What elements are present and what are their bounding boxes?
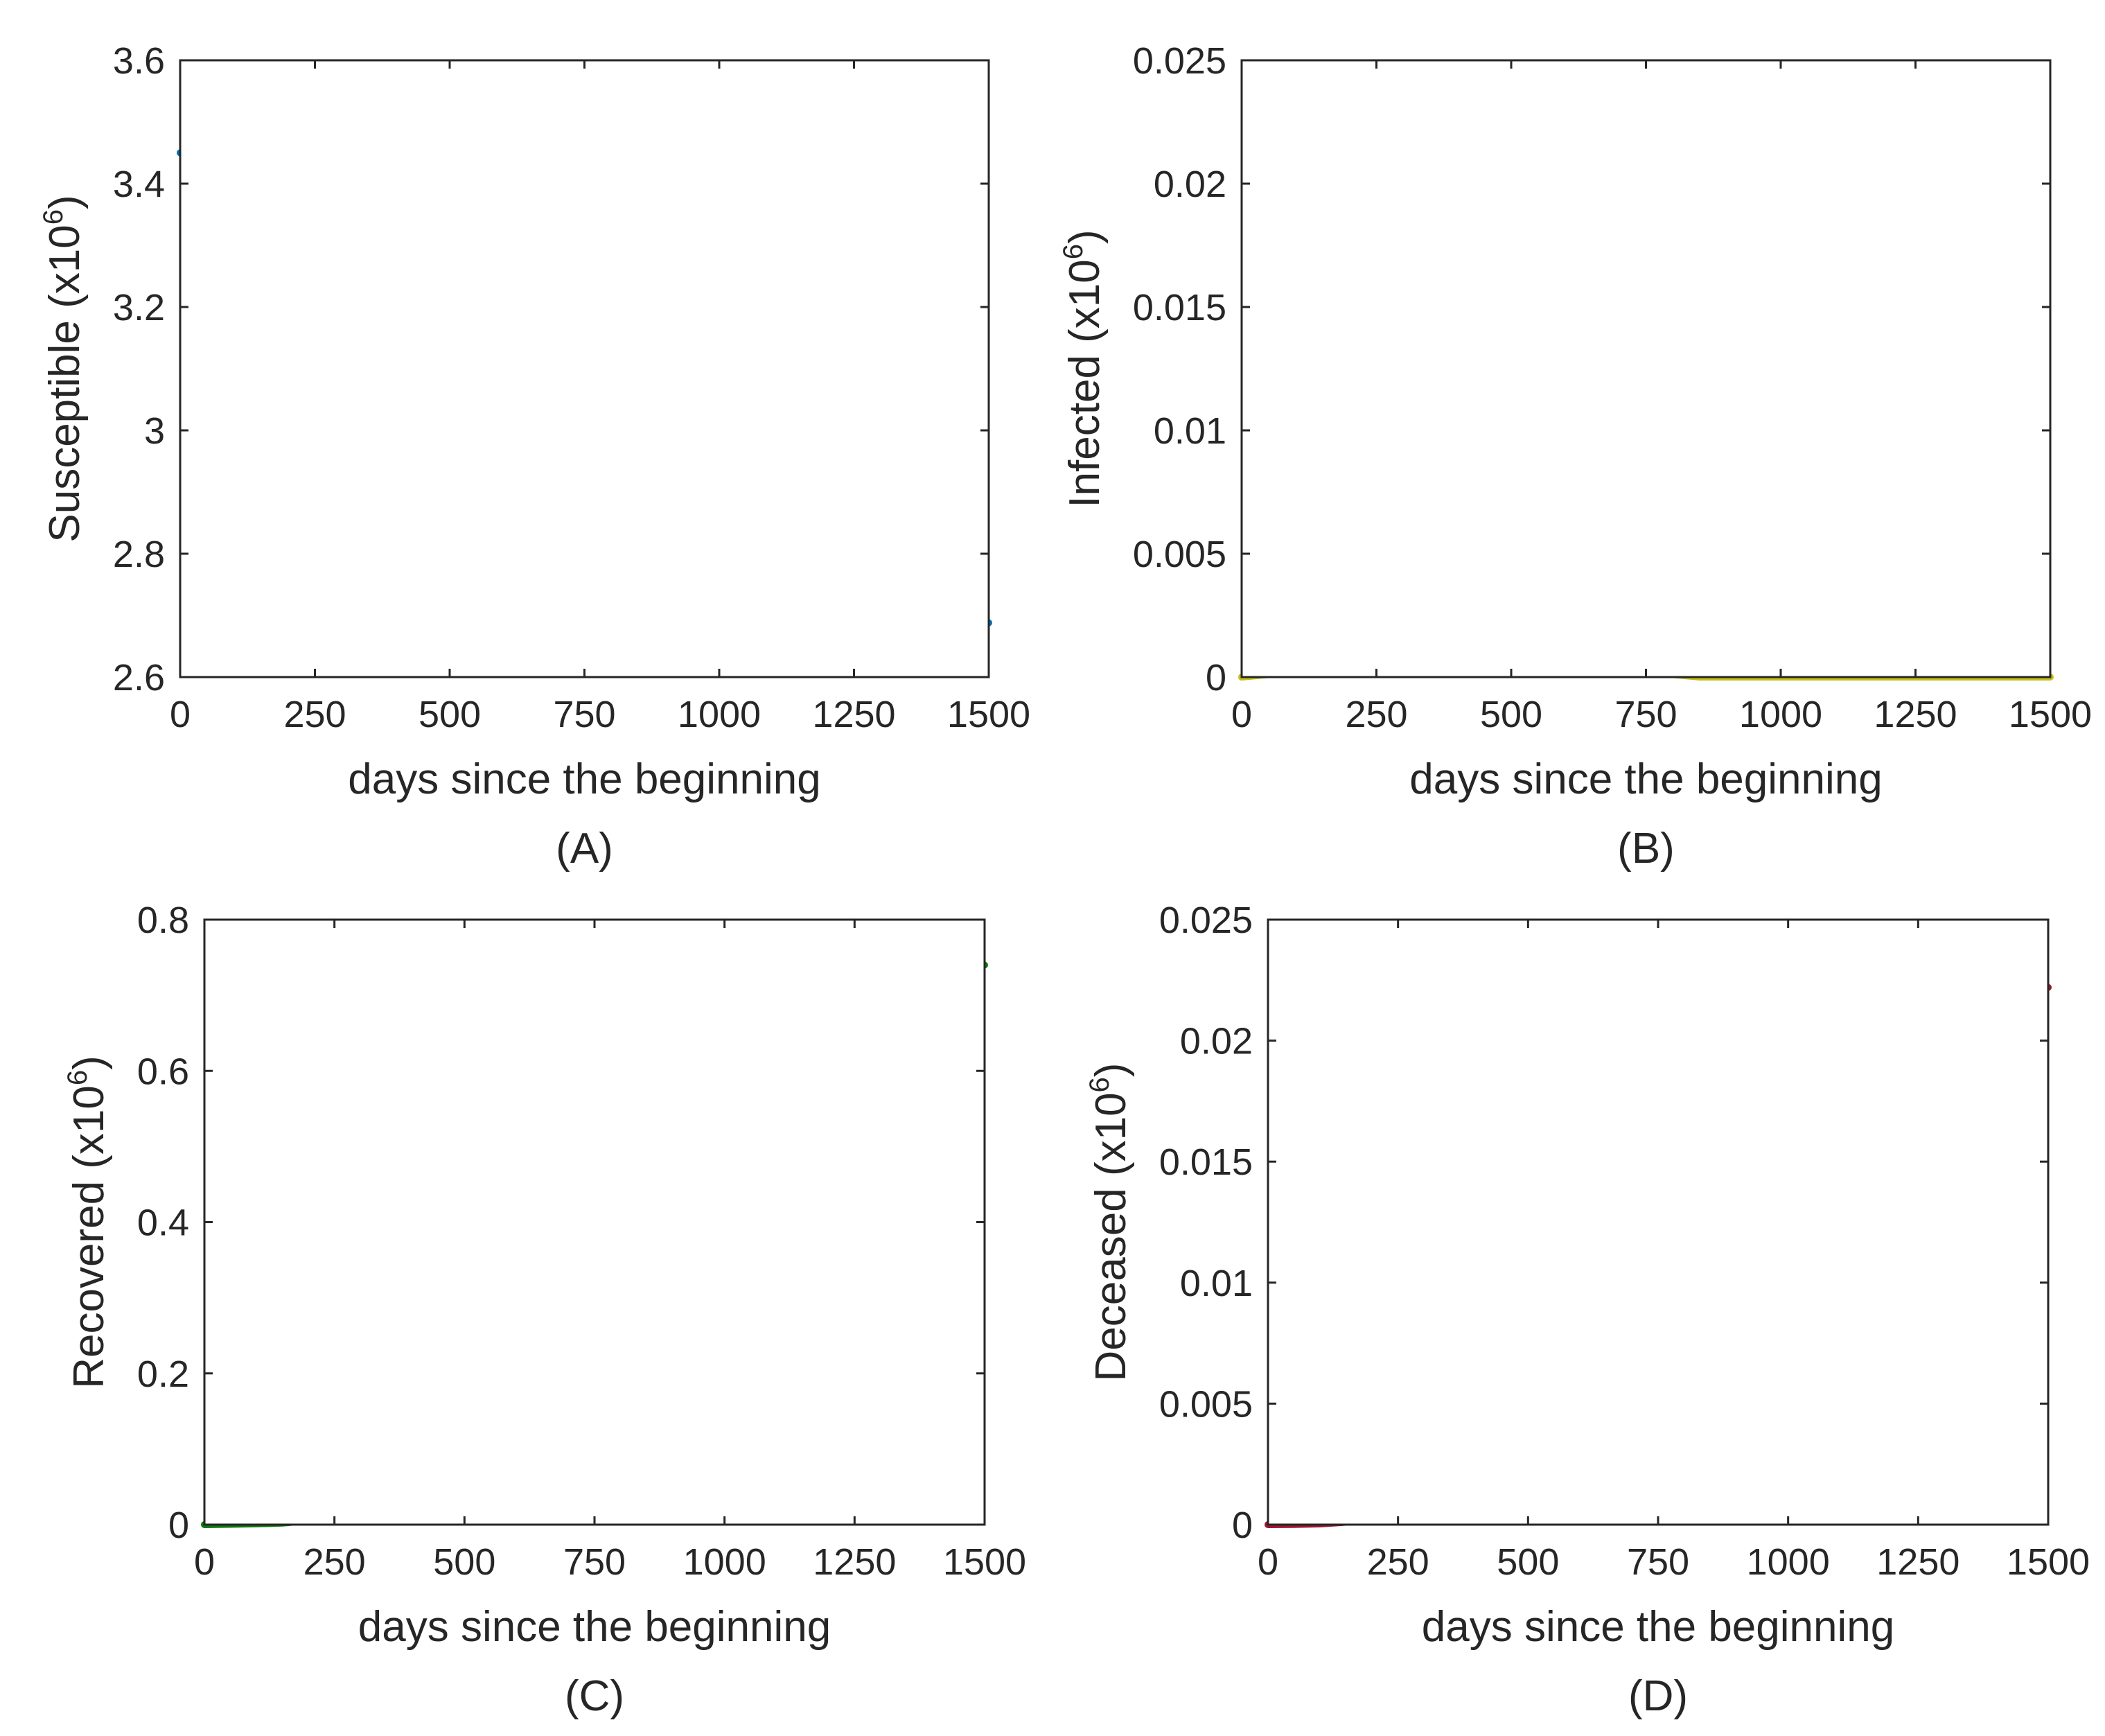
chart-c-x-tick-label: 1000 [683,1541,766,1583]
chart-b-x-tick-label: 1000 [1739,694,1822,735]
chart-a-y-tick-label: 2.8 [113,534,165,575]
chart-b-x-tick-label: 500 [1480,694,1542,735]
chart-b-x-tick-label: 250 [1345,694,1407,735]
chart-c-x-tick-label: 500 [433,1541,495,1583]
chart-a-x-tick-label: 750 [553,694,615,735]
chart-d-x-tick-label: 1500 [2007,1541,2090,1583]
chart-a-y-tick-label: 2.6 [113,657,165,699]
chart-a-panel-label: (A) [556,825,613,873]
chart-d-x-tick-label: 250 [1367,1541,1429,1583]
chart-a-x-tick-label: 250 [283,694,346,735]
chart-d-y-axis-label: Deceased (x106) [1084,1063,1135,1382]
chart-d-y-tick-label: 0.01 [1180,1263,1253,1304]
chart-d: 0 250 500 750 1000 1250 1500 0 0.005 0.01 0.015 0.0… [1084,900,2090,1720]
chart-d-x-tick-label: 750 [1627,1541,1689,1583]
chart-a-x-tick-label: 1500 [947,694,1030,735]
chart-d-axes-frame [1267,918,2050,1526]
chart-c-x-tick-label: 750 [563,1541,626,1583]
chart-c-panel-label: (C) [565,1672,624,1720]
chart-a: 0 250 500 750 1000 1250 1500 2.6 2.8 3 3.2 3.4 3.6 da… [38,40,1030,873]
chart-b-axes-frame [1240,59,2052,678]
chart-c-x-tick-label: 1250 [813,1541,896,1583]
chart-a-x-tick-label: 1250 [812,694,895,735]
chart-c-x-axis-label: days since the beginning [358,1603,831,1651]
chart-d-y-tick-label: 0.005 [1159,1383,1253,1425]
chart-b-y-tick-label: 0.015 [1133,287,1226,328]
chart-d-x-axis-label: days since the beginning [1422,1603,1894,1651]
chart-c-y-tick-label: 0.4 [137,1202,189,1244]
chart-a-y-tick-label: 3.6 [113,40,165,82]
chart-a-x-tick-label: 500 [419,694,481,735]
chart-a-x-axis-label: days since the beginning [348,755,820,803]
chart-c-x-tick-label: 0 [194,1541,215,1583]
chart-b-y-axis-label: Infected (x106) [1058,229,1109,507]
chart-b-panel-label: (B) [1617,825,1675,873]
chart-d-y-tick-label: 0.015 [1159,1141,1253,1183]
chart-b-y-tick-label: 0.025 [1133,40,1226,82]
chart-b: 0 250 500 750 1000 1250 1500 0 0.005 0.01 0.015 0.0… [1058,40,2092,873]
chart-b-y-tick-label: 0.005 [1133,534,1226,575]
chart-b-x-axis-label: days since the beginning [1409,755,1882,803]
chart-a-y-tick-label: 3.2 [113,287,165,328]
chart-d-y-tick-label: 0 [1232,1505,1253,1546]
chart-c-x-tick-label: 1500 [943,1541,1026,1583]
chart-a-y-tick-label: 3 [144,410,165,452]
chart-d-x-tick-label: 500 [1497,1541,1559,1583]
chart-d-x-tick-label: 0 [1258,1541,1278,1583]
chart-b-y-tick-label: 0 [1206,657,1226,699]
chart-d-y-tick-label: 0.025 [1159,900,1253,941]
chart-d-panel-label: (D) [1628,1672,1688,1720]
chart-c-y-tick-label: 0 [168,1505,189,1546]
chart-c-y-axis-label: Recovered (x106) [62,1055,113,1389]
chart-c-y-tick-label: 0.8 [137,900,189,941]
chart-a-axes-frame [179,59,990,678]
chart-d-x-tick-label: 1000 [1747,1541,1830,1583]
chart-a-x-tick-label: 1000 [678,694,761,735]
chart-a-y-tick-label: 3.4 [113,164,165,205]
chart-d-x-tick-label: 1250 [1876,1541,1959,1583]
chart-c: 0 250 500 750 1000 1250 1500 0 0.2 0.4 0.6 0.8 days … [62,900,1026,1720]
chart-d-y-tick-label: 0.02 [1180,1021,1253,1062]
chart-b-x-tick-label: 750 [1614,694,1677,735]
chart-b-x-tick-label: 1500 [2009,694,2092,735]
chart-b-x-tick-label: 1250 [1874,694,1957,735]
chart-a-y-axis-label: Susceptible (x106) [38,195,89,542]
chart-c-x-tick-label: 250 [303,1541,366,1583]
chart-b-y-tick-label: 0.01 [1154,410,1226,452]
chart-c-y-tick-label: 0.6 [137,1051,189,1092]
chart-b-y-tick-label: 0.02 [1154,164,1226,205]
chart-c-y-tick-label: 0.2 [137,1353,189,1395]
chart-a-x-tick-label: 0 [170,694,191,735]
chart-b-x-tick-label: 0 [1231,694,1252,735]
chart-c-axes-frame [203,918,986,1526]
